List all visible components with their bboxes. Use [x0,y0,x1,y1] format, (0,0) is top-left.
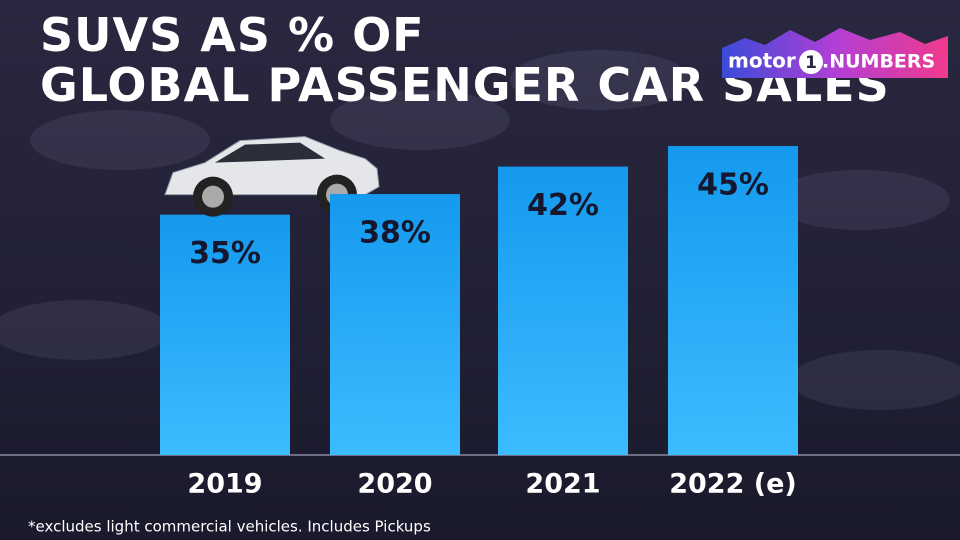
value-label: 35% [189,236,261,271]
value-label: 45% [697,168,769,203]
background-texture [0,50,960,410]
value-label: 38% [359,216,431,251]
logo-suffix: .NUMBERS [822,51,935,73]
logo-circle [799,50,823,74]
bar [668,146,798,455]
x-tick-label: 2020 [357,469,432,500]
bar [160,214,290,455]
x-tick-label: 2019 [187,469,262,500]
bar [330,194,460,456]
logo-mountains [722,28,948,78]
x-tick-label: 2021 [525,469,600,500]
x-tick-label: 2022 (e) [669,469,797,500]
value-label: 42% [527,188,599,223]
logo-prefix: motor [728,49,796,73]
logo-number: 1 [805,53,817,73]
footnote: *excludes light commercial vehicles. Inc… [28,518,431,536]
bar [498,166,628,455]
logo: motor 1 .NUMBERS [722,28,948,78]
